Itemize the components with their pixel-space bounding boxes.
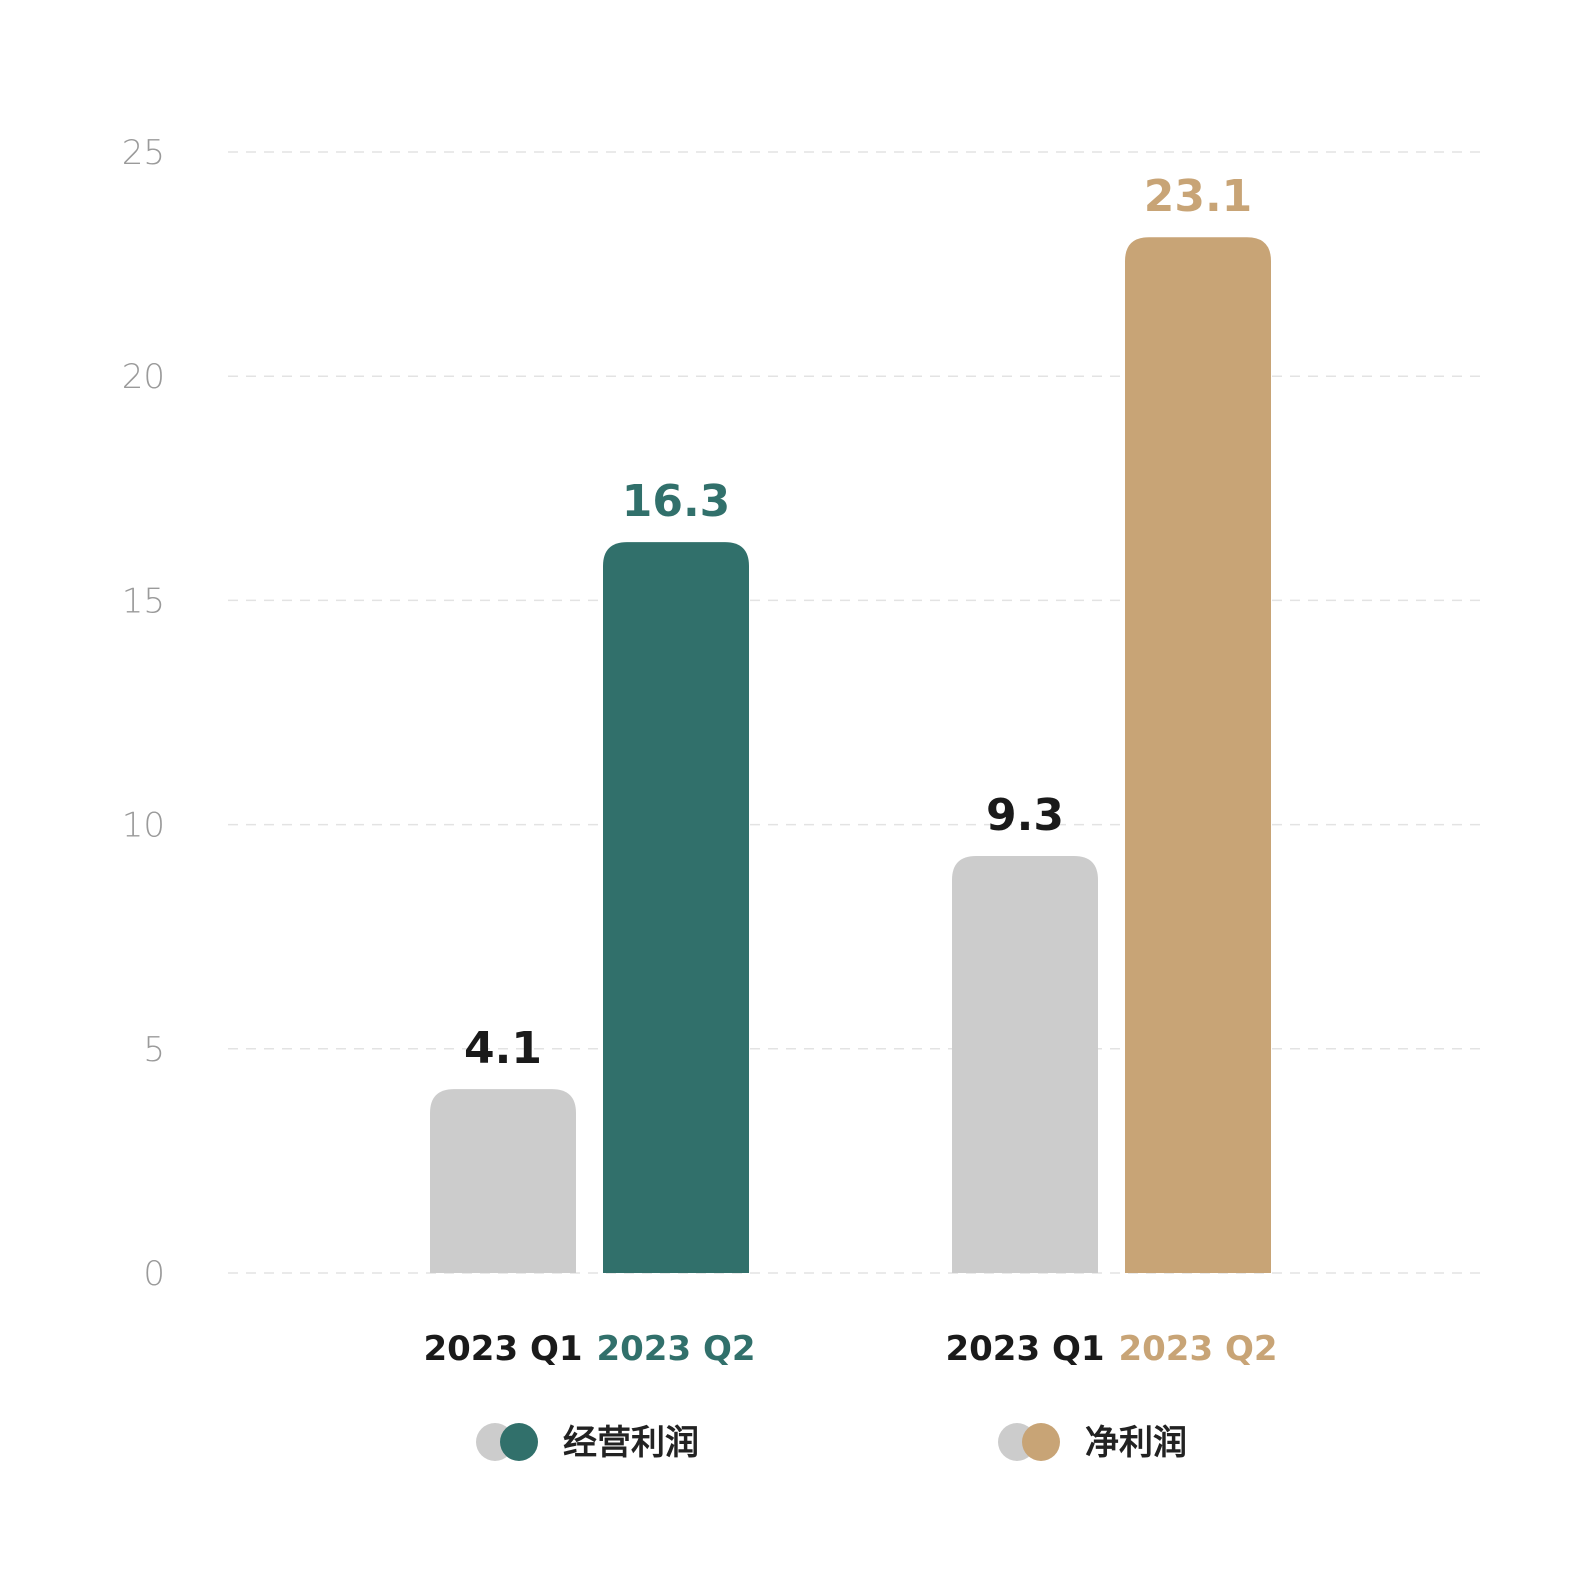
y-tick-label: 20 <box>122 357 165 397</box>
bar-value-label: 16.3 <box>622 476 731 527</box>
y-tick-label: 5 <box>143 1030 165 1070</box>
category-labels-layer: 2023 Q1 2023 Q2 2023 Q1 2023 Q2 <box>423 1329 1277 1369</box>
bar <box>430 1089 576 1273</box>
category-label: 2023 Q1 <box>945 1329 1104 1369</box>
legend-dot <box>500 1423 538 1461</box>
bar <box>603 542 749 1273</box>
category-label: 2023 Q1 <box>423 1329 582 1369</box>
bar-value-label: 23.1 <box>1144 171 1253 222</box>
y-tick-label: 0 <box>143 1254 165 1294</box>
y-tick-label: 15 <box>122 581 165 621</box>
legend-dot <box>1022 1423 1060 1461</box>
bar <box>952 855 1098 1273</box>
y-axis-ticks: 0 5 10 15 20 25 <box>122 133 165 1294</box>
y-tick-label: 25 <box>122 133 165 173</box>
category-label: 2023 Q2 <box>1118 1329 1277 1369</box>
y-tick-label: 10 <box>122 806 165 846</box>
bars-layer <box>430 237 1271 1273</box>
legend-label: 净利润 <box>1085 1423 1187 1463</box>
bar-value-label: 4.1 <box>464 1023 542 1074</box>
bar-value-label: 9.3 <box>986 790 1064 841</box>
value-labels-layer: 4.1 16.3 9.3 23.1 <box>464 171 1252 1074</box>
legend-label: 经营利润 <box>563 1423 699 1463</box>
grid-layer <box>228 151 1480 1274</box>
category-label: 2023 Q2 <box>596 1329 755 1369</box>
legend: 经营利润 净利润 <box>476 1423 1187 1463</box>
bar <box>1125 237 1271 1273</box>
